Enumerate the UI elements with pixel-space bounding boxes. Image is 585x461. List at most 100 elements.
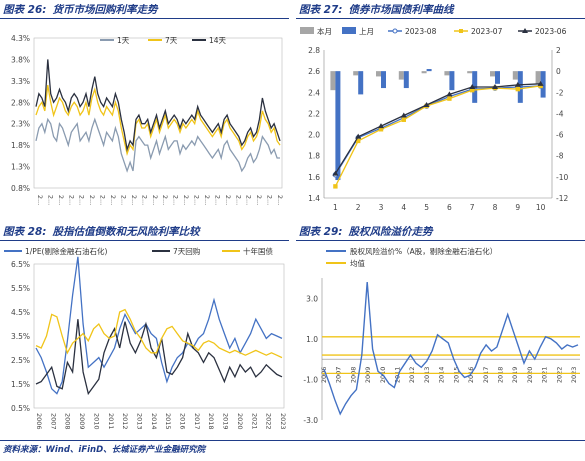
y-tick-label: 4.5% [11,308,30,317]
series-line-2023-06 [334,83,541,175]
x-tick-label: 2016 [179,413,187,430]
x-tick-label: 2023 [570,367,578,384]
x-tick-label: 2 [356,203,361,212]
x-tick-label: 2... [276,195,284,205]
series-point [470,87,475,93]
series-line-2023-08 [334,85,541,176]
series-point [401,117,406,122]
figure-title: 货币市场回购利率走势 [52,4,158,16]
panel-treasury-curve: 图表 27: 债券市场国债利率曲线 2.8 2.6 2.4 2.2 2.0 1.8 1.6 1.… [296,0,585,218]
legend-label: 上月 [359,27,374,36]
x-tick-label: 2008 [349,367,357,384]
bar-本月 [421,71,427,74]
x-tick-label: 2... [203,195,211,205]
y-tick-label: 1.3% [11,163,30,172]
series-point [332,170,339,176]
panel-title: 图表 29: 股权风险溢价走势 [299,224,432,239]
x-tick-label: 2... [213,195,221,205]
x-tick-label: 2... [57,195,65,205]
figure-title: 股指估值倒数和无风险利率比较 [52,226,200,238]
y-tick-label-right: -6 [556,131,564,140]
x-tick-label: 2020 [526,367,534,384]
y-tick-label-left: 2.0 [308,131,320,140]
legend-label: 十年国债 [243,246,273,256]
bar-上月 [335,71,341,181]
y-tick-label-left: 1.4 [308,194,320,203]
legend-label: 1天 [117,36,130,45]
x-tick-label: 2006 [35,413,43,430]
bar-本月 [398,71,404,80]
y-tick-label-left: 2.4 [308,88,320,97]
panel-title: 图表 27: 债券市场国债利率曲线 [299,2,453,17]
x-tick-label: 2020 [236,413,244,430]
series-point [492,84,498,89]
legend-label: 14天 [209,36,227,45]
figure-number: 图表 26: [3,4,47,16]
x-tick-label: 2... [255,195,263,205]
x-tick-label: 7 [470,203,475,212]
y-tick-label: 3.3% [11,77,30,86]
title-rule [296,240,585,241]
y-tick-label: 2.8% [11,98,30,107]
treasury-curve-chart: 2.8 2.6 2.4 2.2 2.0 1.8 1.6 1.4 2 0 -2 -4 -6 -8 -10 -12… [300,26,568,212]
series-point [538,83,543,89]
series-point [469,84,476,89]
x-tick-label: 2... [78,195,86,205]
x-tick-label: 2022 [265,413,273,430]
x-tick-label: 2... [36,195,44,205]
plot-frame [33,263,285,409]
x-tick-label: 2022 [555,367,563,384]
x-tick-label: 2... [266,195,274,205]
x-tick-label: 2014 [150,413,158,430]
x-tick-label: 2010 [92,413,100,430]
legend-label: 2023-07 [471,27,503,36]
y-tick-label: 1.8% [11,141,30,150]
legend-marker [459,29,463,33]
panel-valuation: 图表 28: 股指估值倒数和无风险利率比较 6.5% 5.5% 4.5% 3.5% 2.5… [0,222,289,440]
x-tick-label: 2023 [279,413,287,430]
y-tick-label: 1.5% [11,380,30,389]
x-tick-label: 2011 [107,413,115,430]
series-point [356,138,361,144]
series-line-十年国债 [35,308,283,359]
x-tick-label: 2014 [438,367,446,384]
legend-label: 2023-06 [535,27,567,36]
series-point [423,101,430,107]
x-tick-label: 2... [151,195,159,205]
legend-marker [522,28,528,33]
legend-label: 7天 [165,36,178,45]
x-tick-label: 2018 [207,413,215,430]
y-tick-label-right: -12 [556,194,568,203]
series-point [537,80,544,86]
y-tick-label: 3.5% [11,332,30,341]
y-tick-label: 3.0 [306,294,318,303]
source-note: 资料来源：Wind、iFinD、长城证券产业金融研究院 [3,445,206,455]
x-tick-label: 2... [109,195,117,205]
y-tick-label-right: -2 [556,88,564,97]
x-tick-label: 2... [172,195,180,205]
y-tick-label: 2.5% [11,356,30,365]
valuation-chart: 6.5% 5.5% 4.5% 3.5% 2.5% 1.5% 0.5% 2006 2007 2008… [4,246,287,430]
y-tick-label-left: 2.6 [308,67,320,76]
panel-equity-risk-premium: 图表 29: 股权风险溢价走势 3.0 1.0 -1.0 -3.0 2006 2007 200… [296,222,585,440]
y-tick-label: 0.5% [11,404,30,413]
x-tick-label: 9 [515,203,520,212]
bar-上月 [449,71,455,91]
y-tick-label: 1.0 [306,335,318,344]
legend-swatch [300,27,314,34]
series-line-14天 [35,59,281,152]
y-tick-label-left: 2.2 [308,109,320,118]
legend-label: 2023-08 [405,27,437,36]
legend-marker [392,28,398,34]
series-point [446,91,453,97]
x-tick-label: 10 [536,203,546,212]
series-point [400,112,407,118]
bar-本月 [444,71,450,76]
x-tick-label: 2017 [193,413,201,430]
series-point [355,133,362,139]
x-tick-label: 2015 [164,413,172,430]
legend-label: 股权风险溢价%（A股，剔除金融石油石化） [350,246,497,256]
x-tick-label: 2015 [452,367,460,384]
x-tick-label: 2... [182,195,190,205]
